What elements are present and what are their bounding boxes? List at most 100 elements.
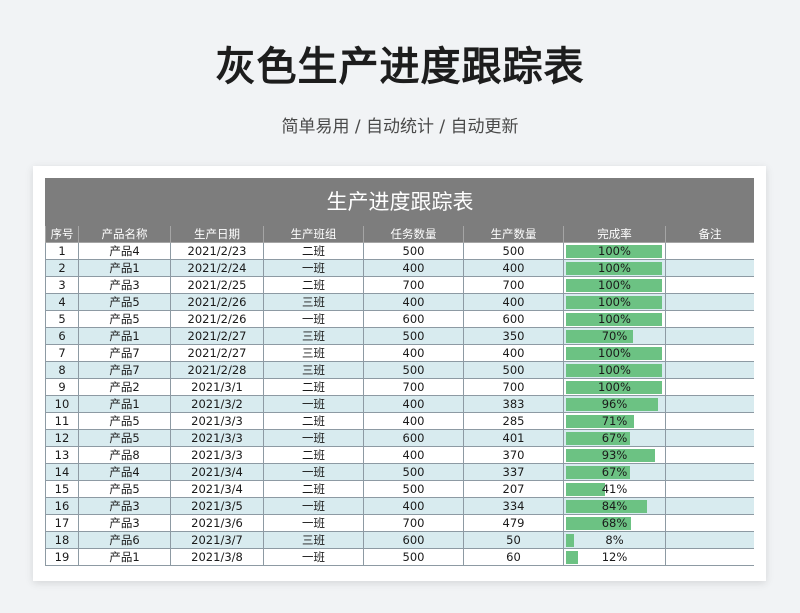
produced-quantity-cell[interactable]: 334 [463,497,564,515]
row-number-cell[interactable]: 8 [45,361,79,379]
production-date-cell[interactable]: 2021/3/1 [170,378,264,396]
produced-quantity-cell[interactable]: 401 [463,429,564,447]
product-name-cell[interactable]: 产品5 [78,310,171,328]
task-quantity-cell[interactable]: 500 [363,242,464,260]
production-date-cell[interactable]: 2021/3/4 [170,480,264,498]
task-quantity-cell[interactable]: 400 [363,446,464,464]
produced-quantity-cell[interactable]: 500 [463,361,564,379]
product-name-cell[interactable]: 产品1 [78,395,171,413]
production-date-cell[interactable]: 2021/3/5 [170,497,264,515]
team-cell[interactable]: 二班 [263,412,364,430]
production-date-cell[interactable]: 2021/2/23 [170,242,264,260]
completion-rate-cell[interactable]: 41% [563,480,666,498]
row-number-cell[interactable]: 11 [45,412,79,430]
note-cell[interactable] [665,531,754,549]
produced-quantity-cell[interactable]: 60 [463,548,564,566]
product-name-cell[interactable]: 产品7 [78,361,171,379]
team-cell[interactable]: 一班 [263,497,364,515]
task-quantity-cell[interactable]: 500 [363,327,464,345]
product-name-cell[interactable]: 产品4 [78,463,171,481]
product-name-cell[interactable]: 产品5 [78,293,171,311]
note-cell[interactable] [665,293,754,311]
team-cell[interactable]: 一班 [263,429,364,447]
row-number-cell[interactable]: 10 [45,395,79,413]
row-number-cell[interactable]: 4 [45,293,79,311]
team-cell[interactable]: 三班 [263,361,364,379]
task-quantity-cell[interactable]: 600 [363,531,464,549]
produced-quantity-cell[interactable]: 350 [463,327,564,345]
product-name-cell[interactable]: 产品8 [78,446,171,464]
produced-quantity-cell[interactable]: 479 [463,514,564,532]
row-number-cell[interactable]: 6 [45,327,79,345]
row-number-cell[interactable]: 19 [45,548,79,566]
note-cell[interactable] [665,429,754,447]
production-date-cell[interactable]: 2021/3/2 [170,395,264,413]
task-quantity-cell[interactable]: 500 [363,480,464,498]
production-date-cell[interactable]: 2021/3/3 [170,429,264,447]
team-cell[interactable]: 二班 [263,480,364,498]
task-quantity-cell[interactable]: 700 [363,514,464,532]
note-cell[interactable] [665,259,754,277]
completion-rate-cell[interactable]: 96% [563,395,666,413]
row-number-cell[interactable]: 1 [45,242,79,260]
product-name-cell[interactable]: 产品5 [78,429,171,447]
completion-rate-cell[interactable]: 84% [563,497,666,515]
product-name-cell[interactable]: 产品2 [78,378,171,396]
row-number-cell[interactable]: 2 [45,259,79,277]
completion-rate-cell[interactable]: 12% [563,548,666,566]
production-date-cell[interactable]: 2021/3/3 [170,412,264,430]
team-cell[interactable]: 二班 [263,446,364,464]
production-date-cell[interactable]: 2021/3/7 [170,531,264,549]
note-cell[interactable] [665,412,754,430]
row-number-cell[interactable]: 16 [45,497,79,515]
production-date-cell[interactable]: 2021/2/25 [170,276,264,294]
product-name-cell[interactable]: 产品3 [78,514,171,532]
team-cell[interactable]: 三班 [263,531,364,549]
product-name-cell[interactable]: 产品5 [78,480,171,498]
task-quantity-cell[interactable]: 400 [363,395,464,413]
completion-rate-cell[interactable]: 71% [563,412,666,430]
task-quantity-cell[interactable]: 500 [363,463,464,481]
team-cell[interactable]: 一班 [263,548,364,566]
completion-rate-cell[interactable]: 70% [563,327,666,345]
production-date-cell[interactable]: 2021/2/26 [170,293,264,311]
produced-quantity-cell[interactable]: 400 [463,259,564,277]
product-name-cell[interactable]: 产品6 [78,531,171,549]
completion-rate-cell[interactable]: 67% [563,463,666,481]
produced-quantity-cell[interactable]: 400 [463,293,564,311]
produced-quantity-cell[interactable]: 207 [463,480,564,498]
note-cell[interactable] [665,480,754,498]
row-number-cell[interactable]: 17 [45,514,79,532]
product-name-cell[interactable]: 产品3 [78,497,171,515]
product-name-cell[interactable]: 产品7 [78,344,171,362]
completion-rate-cell[interactable]: 100% [563,378,666,396]
completion-rate-cell[interactable]: 100% [563,259,666,277]
production-date-cell[interactable]: 2021/3/6 [170,514,264,532]
note-cell[interactable] [665,242,754,260]
produced-quantity-cell[interactable]: 50 [463,531,564,549]
produced-quantity-cell[interactable]: 700 [463,276,564,294]
completion-rate-cell[interactable]: 93% [563,446,666,464]
completion-rate-cell[interactable]: 8% [563,531,666,549]
team-cell[interactable]: 一班 [263,514,364,532]
produced-quantity-cell[interactable]: 285 [463,412,564,430]
table-viewport[interactable]: 生产进度跟踪表 序号 产品名称 生产日期 生产班组 任务数量 生产数量 完成率 … [45,178,754,569]
note-cell[interactable] [665,344,754,362]
note-cell[interactable] [665,514,754,532]
row-number-cell[interactable]: 3 [45,276,79,294]
team-cell[interactable]: 三班 [263,293,364,311]
team-cell[interactable]: 二班 [263,378,364,396]
row-number-cell[interactable]: 9 [45,378,79,396]
product-name-cell[interactable]: 产品5 [78,412,171,430]
product-name-cell[interactable]: 产品1 [78,548,171,566]
task-quantity-cell[interactable]: 700 [363,378,464,396]
production-date-cell[interactable]: 2021/2/27 [170,327,264,345]
note-cell[interactable] [665,497,754,515]
row-number-cell[interactable]: 15 [45,480,79,498]
production-date-cell[interactable]: 2021/3/8 [170,548,264,566]
team-cell[interactable]: 一班 [263,259,364,277]
task-quantity-cell[interactable]: 600 [363,310,464,328]
row-number-cell[interactable]: 12 [45,429,79,447]
team-cell[interactable]: 一班 [263,395,364,413]
completion-rate-cell[interactable]: 100% [563,242,666,260]
